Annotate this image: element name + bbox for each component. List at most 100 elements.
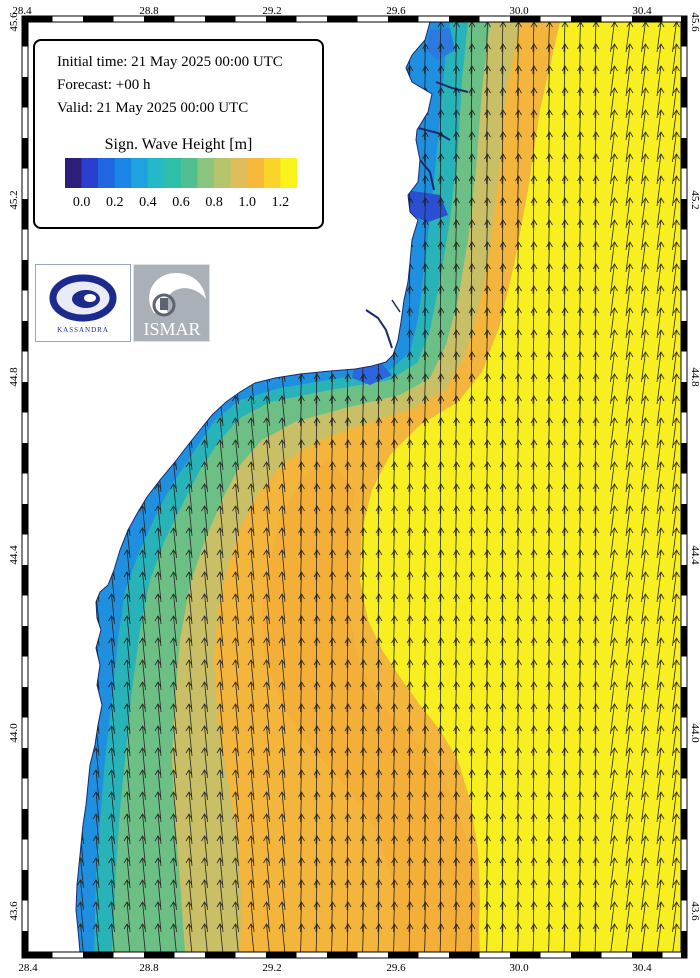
wave-arrow-head [626,527,634,534]
wave-arrow [393,131,395,163]
wave-arrow [393,461,395,493]
wave-arrow-head [626,901,634,908]
wave-arrow-head [592,747,600,754]
wave-arrow-head [139,505,146,512]
wave-arrow-head [247,329,255,336]
wave-arrow [80,857,84,889]
wave-arrow-head [247,373,255,380]
wave-arrow-head [499,131,507,138]
wave-arrow [501,395,504,427]
wave-arrow-head [170,483,177,490]
wave-arrow [486,65,488,97]
wave-arrow-head [263,923,270,930]
wave-arrow-head [657,439,665,446]
wave-arrow [34,858,37,888]
wave-arrow [672,285,677,317]
wave-arrow [281,329,286,361]
wave-arrow-head [577,681,584,688]
wave-arrow [50,396,53,426]
wave-arrow-head [592,549,600,556]
wave-arrow-head [626,197,634,204]
wave-arrow-head [247,879,255,886]
wave-arrow [315,483,318,515]
wave-arrow [250,901,255,933]
wave-arrow [470,461,473,493]
wave-arrow [594,87,597,119]
wave-arrow-head [31,660,37,665]
wave-arrow [501,175,504,207]
wave-arrow-head [216,857,224,864]
wave-arrow [656,153,662,185]
wave-arrow [532,285,535,317]
wave-arrow [672,637,677,669]
wave-arrow-head [406,285,414,292]
wave-arrow-head [263,791,270,798]
wave-arrow-head [577,241,584,248]
wave-arrow [266,329,270,361]
wave-arrow [331,329,333,361]
wave-arrow [610,417,615,449]
wave-arrow [532,593,535,625]
wave-arrow-head [453,131,460,138]
wave-arrow-head [313,703,321,710]
wave-arrow-head [657,615,665,622]
wave-arrow-head [577,439,584,446]
wave-arrow [610,395,615,427]
wave-arrow-head [657,131,665,138]
wave-arrow-head [484,615,491,622]
wave-arrow [470,439,473,471]
wave-arrow-head [515,351,522,358]
wave-arrow-head [313,835,321,842]
wave-arrow [532,571,535,603]
wave-arrow-head [92,901,100,908]
wave-arrow-head [626,241,634,248]
wave-arrow [219,505,224,537]
wave-arrow-head [201,549,208,556]
wave-arrow [126,681,131,713]
wave-arrow [377,769,380,801]
wave-arrow-head [329,703,336,710]
lat-label-right: 44.0 [689,723,700,743]
wave-arrow [641,461,646,493]
wave-arrow [470,725,473,757]
wave-arrow [532,263,535,295]
wave-arrow-head [92,22,100,28]
wave-arrow-head [360,175,367,182]
wave-arrow-head [154,593,162,600]
wave-arrow-head [577,22,584,28]
wave-arrow-head [329,571,336,578]
wave-arrow [656,593,662,625]
wave-arrow-head [344,549,352,556]
wave-arrow [393,549,395,581]
wave-arrow-head [422,22,429,28]
wave-arrow [563,373,566,405]
wave-arrow-head [360,835,367,842]
wave-arrow [362,835,364,867]
wave-arrow [486,417,488,449]
wave-arrow [563,153,566,185]
lon-label-bottom: 29.2 [262,962,281,974]
wave-arrow-head [626,285,634,292]
wave-arrow [610,87,615,119]
wave-arrow-head [499,329,507,336]
wave-arrow [517,109,519,141]
wave-arrow [532,615,535,647]
colorbar-swatch [230,158,248,188]
wave-arrow [300,835,302,867]
wave-arrow-head [201,483,208,490]
wave-arrow [315,703,318,735]
wave-arrow [532,87,535,119]
wave-arrow [579,22,581,53]
wave-arrow-head [530,879,538,886]
wave-arrow-head [453,285,460,292]
wave-arrow-head [344,769,352,776]
svg-text:ISMAR: ISMAR [143,319,200,339]
wave-arrow [331,307,333,339]
wave-arrow-head [546,351,553,358]
wave-arrow-head [247,637,255,644]
wave-arrow-head [561,527,569,534]
wave-arrow-head [499,791,507,798]
wave-arrow [517,153,519,185]
wave-arrow-head [484,659,491,666]
wave-arrow [266,395,270,427]
